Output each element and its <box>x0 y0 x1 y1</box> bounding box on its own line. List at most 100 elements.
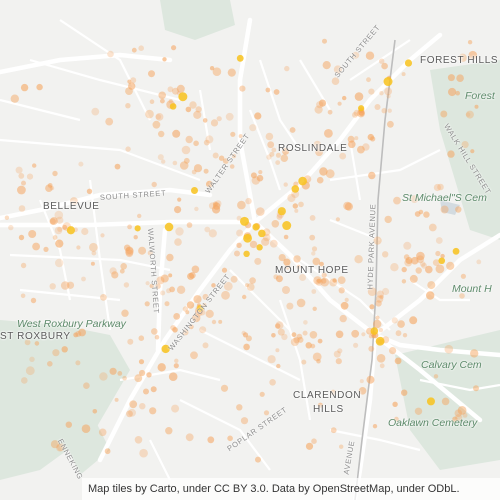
heat-dot <box>146 372 152 378</box>
map-attribution: Map tiles by Carto, under CC BY 3.0. Dat… <box>82 478 500 500</box>
heat-dot <box>381 62 388 70</box>
heat-dot <box>352 112 358 118</box>
heat-dot <box>267 355 276 364</box>
heat-dot <box>100 233 105 238</box>
pond <box>440 200 460 215</box>
heat-dot <box>294 208 299 213</box>
heat-dot <box>182 306 189 312</box>
heat-dot <box>374 104 381 110</box>
heat-dot <box>83 382 90 390</box>
heat-dot <box>29 356 35 362</box>
heat-dot <box>190 351 198 360</box>
heat-dot <box>62 224 68 230</box>
heat-dot <box>447 74 455 82</box>
heat-dot <box>174 238 182 246</box>
heat-dot <box>405 257 413 264</box>
heat-dot <box>182 329 189 336</box>
heat-dot <box>176 285 186 294</box>
heat-dot <box>321 278 327 284</box>
heat-dot <box>373 236 382 245</box>
heat-dot <box>114 163 121 170</box>
heat-dot-hot <box>243 233 252 243</box>
heat-dot <box>401 72 406 77</box>
heat-dot <box>171 45 177 51</box>
label-hills: HILLS <box>313 404 344 415</box>
heat-dot <box>402 333 408 338</box>
heat-dot <box>319 167 328 176</box>
heat-dot <box>242 294 247 300</box>
heat-dot <box>202 342 209 349</box>
heat-dot <box>305 342 312 349</box>
heat-dot <box>185 135 193 144</box>
heat-dot <box>474 104 479 109</box>
label-mount-h: Mount H <box>452 283 492 295</box>
heat-dot <box>321 272 327 278</box>
heat-dot <box>133 235 138 240</box>
heat-dot <box>49 218 56 225</box>
heat-dot <box>186 301 195 309</box>
heat-dot <box>249 277 256 284</box>
heat-dot <box>344 202 353 211</box>
heat-dot-hot <box>240 216 250 226</box>
heat-dot <box>348 140 356 149</box>
heat-dot <box>344 297 349 302</box>
heat-dot <box>303 320 308 325</box>
heat-dot <box>476 259 482 265</box>
heat-dot <box>275 323 281 329</box>
heat-dot <box>428 223 437 232</box>
heat-dot <box>389 347 397 355</box>
heat-dot <box>382 287 390 296</box>
heat-dot <box>17 185 26 195</box>
heat-dot <box>208 229 217 238</box>
heat-dot <box>168 99 173 104</box>
heat-dot <box>120 263 127 270</box>
heat-dot <box>379 91 384 96</box>
heat-dot <box>57 226 63 232</box>
heat-dot <box>162 57 167 62</box>
heat-dot <box>354 92 364 101</box>
heat-dot-hot <box>252 223 260 231</box>
heat-dot <box>390 263 399 272</box>
heat-dot <box>234 250 240 257</box>
heat-dot-hot <box>178 92 188 102</box>
heat-dot <box>230 131 236 137</box>
heat-dot <box>448 87 457 97</box>
heat-dot <box>92 409 98 414</box>
heat-dot <box>242 332 249 338</box>
heat-dot-hot <box>196 304 204 312</box>
heat-dot <box>185 106 192 113</box>
heat-dot <box>91 107 100 116</box>
heat-dot <box>447 150 455 158</box>
heat-dot <box>473 385 479 392</box>
heat-dot <box>144 301 150 307</box>
heat-dot <box>166 288 172 294</box>
heat-dot <box>125 246 134 255</box>
heat-dot <box>207 436 215 444</box>
heat-dot <box>172 327 178 333</box>
heat-dot <box>325 169 335 179</box>
heat-dot <box>470 149 475 154</box>
heat-dot <box>386 94 391 99</box>
minor-roads <box>0 19 500 481</box>
heat-dot <box>218 319 223 324</box>
heat-dot <box>384 87 392 96</box>
heat-dot <box>130 77 137 84</box>
heat-dot <box>401 279 407 284</box>
heat-dot <box>454 409 463 418</box>
heat-dot <box>158 130 165 138</box>
heat-dot <box>251 176 260 185</box>
heat-dot <box>403 254 410 260</box>
heat-dot <box>299 274 307 281</box>
heat-dot <box>312 257 321 266</box>
heat-dot <box>124 244 131 251</box>
heat-dot-hot <box>438 257 446 265</box>
heat-dot <box>52 235 58 240</box>
heat-dot <box>145 109 154 119</box>
heat-dot <box>227 68 236 77</box>
heat-dot <box>275 152 281 158</box>
heat-dot <box>81 424 91 434</box>
heat-dot <box>202 293 209 300</box>
heat-dot <box>155 113 164 121</box>
